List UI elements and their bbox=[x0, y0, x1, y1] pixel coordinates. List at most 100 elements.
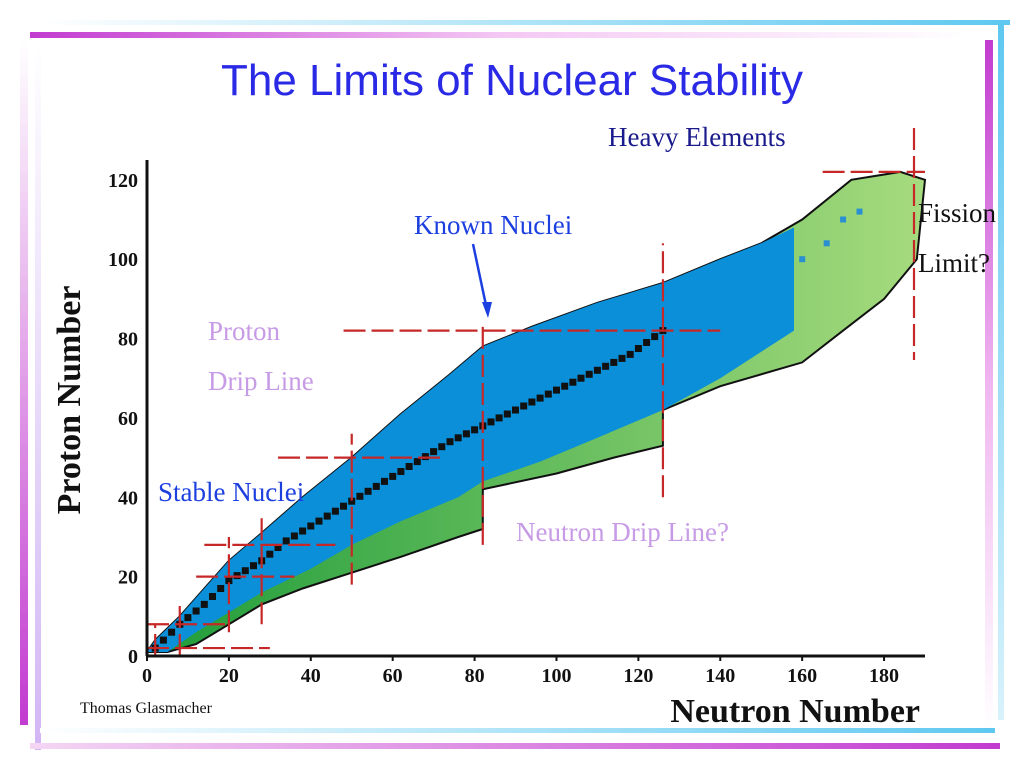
fission-limit-label-line2: Limit? bbox=[918, 248, 990, 278]
stable-nucleus-point bbox=[487, 418, 495, 426]
stable-nucleus-point bbox=[544, 390, 552, 398]
stable-nucleus-point bbox=[602, 362, 610, 370]
x-tick-label: 20 bbox=[219, 665, 239, 687]
y-tick-label: 0 bbox=[128, 646, 138, 668]
stable-nucleus-point bbox=[585, 370, 593, 378]
bottom-accent-bar-magenta bbox=[30, 743, 1000, 749]
stable-nucleus-point bbox=[331, 507, 339, 515]
stable-nucleus-point bbox=[577, 374, 585, 382]
heavy-element-point bbox=[840, 216, 847, 223]
stable-nucleus-point bbox=[299, 527, 307, 535]
x-tick-label: 100 bbox=[541, 665, 571, 687]
x-tick-label: 180 bbox=[869, 665, 899, 687]
stable-nucleus-point bbox=[209, 593, 216, 600]
heavy-element-point bbox=[823, 240, 830, 247]
stable-nucleus-point bbox=[528, 398, 536, 406]
stable-nucleus-point bbox=[651, 333, 659, 341]
stable-nucleus-point bbox=[250, 562, 257, 570]
y-tick-label: 120 bbox=[108, 170, 138, 192]
proton-drip-line-label-line2: Drip Line bbox=[208, 366, 314, 396]
x-axis-title: Neutron Number bbox=[670, 693, 920, 730]
stable-nucleus-point bbox=[626, 350, 634, 358]
slide-title: The Limits of Nuclear Stability bbox=[221, 56, 803, 105]
x-tick-label: 0 bbox=[142, 665, 152, 687]
stable-nucleus-point bbox=[610, 358, 618, 366]
author-credit: Thomas Glasmacher bbox=[80, 700, 212, 717]
left-accent-bar-magenta bbox=[20, 40, 28, 725]
stable-nucleus-point bbox=[356, 492, 364, 500]
stable-nucleus-point bbox=[618, 354, 626, 362]
known-nuclei-arrowhead bbox=[482, 302, 492, 318]
y-tick-label: 100 bbox=[108, 249, 138, 271]
stable-nucleus-point bbox=[340, 502, 347, 510]
stable-nucleus-point bbox=[184, 614, 192, 622]
stable-nucleus-point bbox=[495, 414, 503, 422]
stable-nucleus-point bbox=[536, 394, 544, 402]
x-tick-label: 120 bbox=[623, 665, 653, 687]
x-tick-label: 140 bbox=[705, 665, 735, 687]
stable-nucleus-point bbox=[430, 448, 438, 456]
stable-nucleus-point bbox=[413, 458, 421, 466]
stable-nucleus-point bbox=[307, 522, 315, 530]
stable-nucleus-point bbox=[569, 378, 577, 386]
stable-nucleus-point bbox=[389, 472, 397, 480]
y-tick-label: 80 bbox=[118, 329, 138, 351]
stable-nucleus-point bbox=[397, 468, 405, 475]
neutron-drip-line-label: Neutron Drip Line? bbox=[516, 517, 729, 547]
stable-nucleus-point bbox=[241, 567, 249, 575]
stable-nucleus-point bbox=[364, 487, 372, 495]
x-tick-label: 80 bbox=[465, 665, 485, 687]
known-nuclei-region bbox=[147, 227, 794, 652]
stable-nucleus-point bbox=[266, 550, 274, 558]
top-accent-bar-cyan bbox=[40, 20, 1010, 25]
bottom-accent-bar-cyan bbox=[40, 728, 995, 733]
stable-nucleus-point bbox=[290, 532, 298, 540]
heavy-element-point bbox=[799, 256, 806, 263]
stable-nucleus-point bbox=[643, 339, 651, 346]
x-tick-label: 60 bbox=[383, 665, 403, 687]
y-tick-label: 20 bbox=[118, 567, 138, 589]
right-accent-bar-magenta bbox=[985, 40, 993, 730]
known-nuclei-label: Known Nuclei bbox=[414, 210, 573, 240]
fission-limit-label-line1: Fission bbox=[918, 198, 997, 228]
y-axis-title: Proton Number bbox=[51, 286, 88, 515]
heavy-element-point bbox=[856, 208, 863, 215]
stable-nucleus-point bbox=[381, 477, 388, 485]
stable-nucleus-point bbox=[462, 430, 470, 438]
stable-nucleus-point bbox=[168, 628, 176, 636]
stable-nucleus-point bbox=[282, 537, 290, 545]
stable-nucleus-point bbox=[512, 406, 519, 414]
stable-nucleus-point bbox=[200, 600, 208, 608]
stable-nucleus-point bbox=[192, 607, 200, 615]
x-tick-label: 40 bbox=[301, 665, 321, 687]
right-accent-bar-cyan bbox=[998, 20, 1004, 720]
stable-nucleus-point bbox=[593, 366, 601, 374]
stable-nucleus-point bbox=[315, 517, 323, 525]
stable-nucleus-point bbox=[471, 426, 479, 434]
stable-nucleus-point bbox=[372, 482, 380, 490]
stable-nucleus-point bbox=[553, 386, 560, 394]
stable-nucleus-point bbox=[348, 497, 356, 505]
stable-nucleus-point bbox=[217, 585, 225, 592]
stable-nucleus-point bbox=[323, 512, 331, 520]
top-accent-bar-magenta bbox=[30, 32, 970, 38]
proton-drip-line-label-line1: Proton bbox=[208, 316, 281, 346]
known-nuclei-arrow bbox=[471, 243, 489, 311]
y-tick-label: 40 bbox=[118, 487, 138, 509]
stable-nucleus-point bbox=[225, 577, 233, 585]
y-tick-label: 60 bbox=[118, 408, 138, 430]
stable-nuclei-label: Stable Nuclei bbox=[158, 477, 305, 507]
stable-nucleus-point bbox=[634, 345, 642, 352]
left-accent-bar-lavender bbox=[35, 40, 41, 750]
stable-nucleus-point bbox=[446, 438, 454, 446]
stable-nucleus-point bbox=[438, 443, 446, 451]
stable-nucleus-point bbox=[503, 410, 511, 418]
stable-nucleus-point bbox=[274, 544, 282, 551]
heavy-elements-label: Heavy Elements bbox=[608, 122, 786, 152]
stable-nucleus-point bbox=[454, 434, 462, 442]
stable-nucleus-point bbox=[159, 636, 167, 644]
stable-nucleus-point bbox=[405, 463, 413, 470]
stable-nucleus-point bbox=[561, 382, 569, 390]
x-tick-label: 160 bbox=[787, 665, 817, 687]
